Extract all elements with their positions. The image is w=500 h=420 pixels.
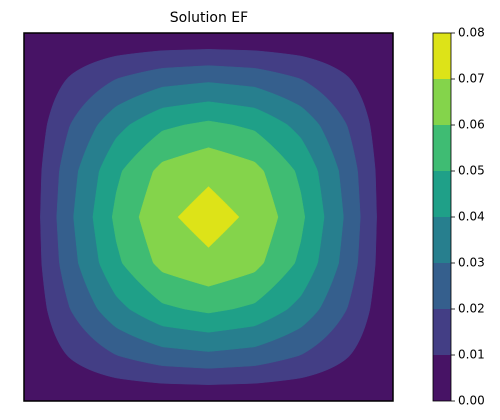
colorbar-tick-label: 0.02 [458, 302, 485, 316]
colorbar-band [433, 263, 451, 309]
colorbar-band [433, 309, 451, 355]
colorbar-tick-label: 0.04 [458, 210, 485, 224]
colorbar-tick-label: 0.07 [458, 72, 485, 86]
chart-title: Solution EF [170, 10, 248, 26]
colorbar-tick-label: 0.06 [458, 118, 485, 132]
colorbar-band [433, 217, 451, 263]
colorbar-tick-label: 0.00 [458, 394, 485, 408]
plot-frame [23, 32, 394, 402]
colorbar-band [433, 79, 451, 125]
contour-band [177, 186, 240, 248]
colorbar-tick-label: 0.08 [458, 26, 485, 40]
colorbar-tick-label: 0.05 [458, 164, 485, 178]
colorbar-band [433, 125, 451, 171]
colorbar-band [433, 33, 451, 79]
colorbar-band [433, 171, 451, 217]
colorbar-tick-label: 0.01 [458, 348, 485, 362]
colorbar-band [433, 355, 451, 401]
colorbar-tick-label: 0.03 [458, 256, 485, 270]
